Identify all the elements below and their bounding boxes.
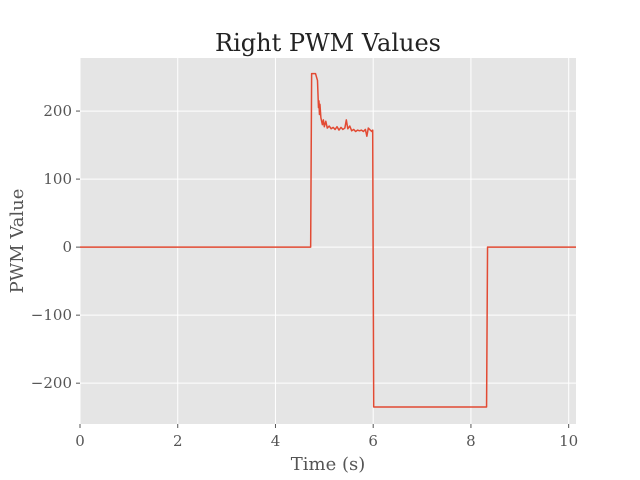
y-tick-label: −100 bbox=[31, 306, 72, 324]
x-axis-label: Time (s) bbox=[291, 454, 366, 475]
series-layer bbox=[80, 72, 576, 408]
x-tick-label: 2 bbox=[173, 432, 183, 450]
tick-labels: 0 2 4 6 8 10 −200 −100 0 100 200 bbox=[31, 102, 578, 450]
series-line bbox=[80, 72, 576, 408]
x-tick-label: 8 bbox=[466, 432, 476, 450]
grid-lines bbox=[79, 58, 576, 424]
y-tick-label: 200 bbox=[43, 102, 72, 120]
y-axis-label: PWM Value bbox=[7, 189, 28, 294]
x-tick-label: 0 bbox=[75, 432, 85, 450]
x-tick-label: 10 bbox=[559, 432, 578, 450]
tick-marks bbox=[76, 110, 570, 428]
plot-area bbox=[80, 58, 576, 424]
y-tick-label: 100 bbox=[43, 170, 72, 188]
chart-title: Right PWM Values bbox=[215, 29, 441, 57]
y-tick-label: −200 bbox=[31, 374, 72, 392]
x-tick-label: 4 bbox=[271, 432, 281, 450]
x-tick-label: 6 bbox=[368, 432, 378, 450]
y-tick-label: 0 bbox=[62, 238, 72, 256]
